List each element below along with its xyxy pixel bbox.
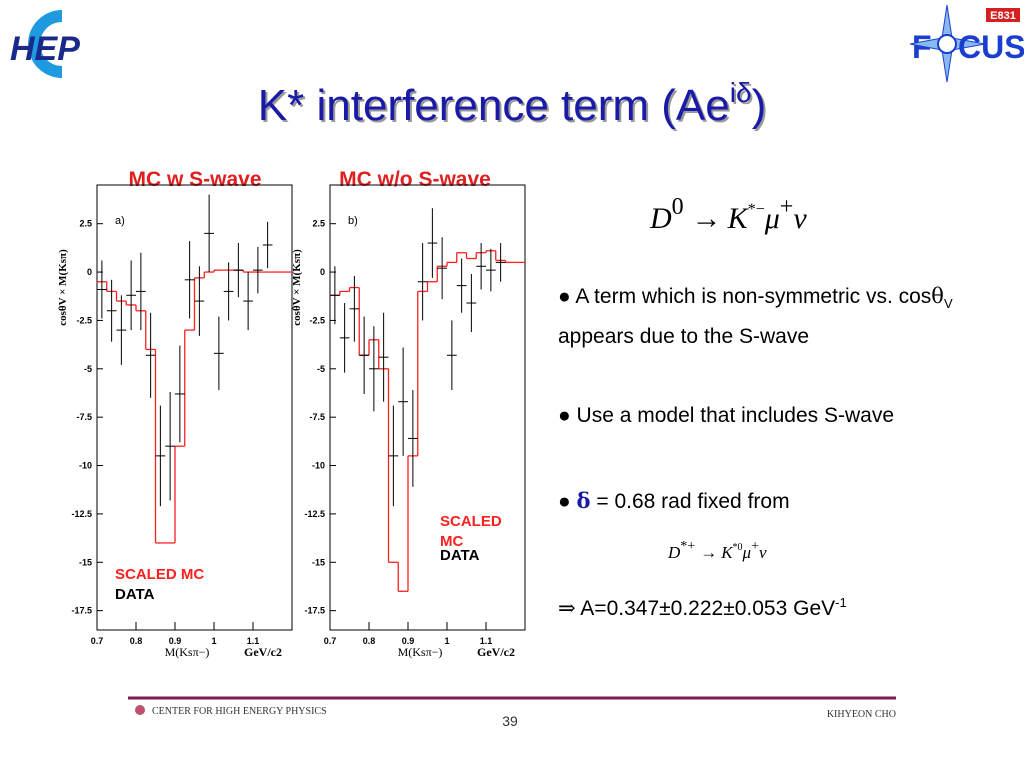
- bullet-text: appears due to the S-wave: [558, 325, 809, 349]
- x-tick-label: 0.8: [363, 636, 376, 646]
- y-tick-label: 0: [320, 267, 325, 277]
- title-group: K* interference term (Aeiδ): [258, 77, 766, 130]
- eq-arrow: →: [692, 202, 722, 235]
- title: K* interference term (Aeiδ): [258, 77, 766, 130]
- chart-title: MC w S-wave: [128, 168, 261, 191]
- y-tick-label: 2.5: [79, 219, 92, 229]
- eq2-mu: μ: [742, 543, 752, 562]
- y-tick-label: -5: [84, 364, 92, 374]
- legend-entry: SCALED MC: [115, 566, 205, 583]
- y-tick-label: -17.5: [304, 606, 325, 616]
- x-tick-label: 1: [444, 636, 449, 646]
- result-text: A=0.347±0.222±0.053 GeV: [580, 597, 836, 620]
- panel-label: a): [115, 215, 125, 227]
- y-tick-label: -2.5: [309, 315, 325, 325]
- page-number: 39: [502, 713, 518, 729]
- eq2-d: D: [667, 543, 681, 562]
- logo-text: HEP: [10, 30, 80, 68]
- y-axis-label: cosθV × M(Ksπ): [57, 249, 69, 326]
- x-tick-label: 0.9: [402, 636, 415, 646]
- bullet-symbol: θ: [931, 284, 944, 308]
- y-tick-label: -5: [317, 364, 325, 374]
- y-tick-label: -15: [79, 557, 92, 567]
- y-tick-label: -7.5: [76, 412, 92, 422]
- bullet-symbol: δ: [576, 488, 591, 513]
- x-axis-unit: GeV/c2: [244, 645, 282, 659]
- x-axis-label: M(Ksπ−): [398, 645, 443, 659]
- x-axis-label: M(Ksπ−): [165, 645, 210, 659]
- result: ⇒ A=0.347±0.222±0.053 GeV-1: [558, 586, 958, 625]
- legend-entry: DATA: [440, 547, 480, 564]
- chart-title: MC w/o S-wave: [339, 168, 491, 191]
- bullet-text: A term which is non-symmetric vs. cos: [575, 285, 932, 308]
- result-arrow: ⇒: [558, 596, 576, 620]
- x-tick-label: 1.1: [247, 636, 260, 646]
- plot-frame: [96, 184, 293, 631]
- bullet-sub: V: [943, 296, 953, 312]
- eq2-mu-sup: +: [751, 539, 759, 554]
- x-tick-label: 0.7: [324, 636, 337, 646]
- logo-arc: [28, 10, 62, 78]
- legend-entry: DATA: [115, 586, 155, 603]
- x-tick-label: 1.1: [480, 636, 493, 646]
- eq2-d-sup: *+: [680, 539, 695, 554]
- footer-author: KIHYEON CHO: [827, 709, 896, 720]
- eq-nu: ν: [793, 202, 807, 235]
- equation-2: D*+ → K*0μ+ν: [667, 539, 767, 562]
- footer-icon: [135, 705, 145, 715]
- eq2-arrow: →: [700, 543, 717, 562]
- title-end: ): [752, 81, 767, 130]
- y-tick-label: -12.5: [304, 509, 325, 519]
- panel-label: b): [348, 215, 358, 227]
- y-tick-label: -17.5: [71, 606, 92, 616]
- x-tick-label: 0.8: [130, 636, 143, 646]
- logo-tag: E831: [990, 10, 1016, 22]
- eq-d-sup: 0: [672, 194, 684, 220]
- footer-org: CENTER FOR HIGH ENERGY PHYSICS: [152, 706, 327, 717]
- logo-tag-bg: [986, 8, 1020, 22]
- eq-mu-sup: +: [780, 194, 794, 220]
- x-tick-label: 1: [211, 636, 216, 646]
- eq2-k: K: [720, 543, 734, 562]
- title-sup: iδ: [730, 77, 752, 108]
- eq-mu: μ: [764, 202, 780, 235]
- logo-name-start: F: [912, 29, 932, 65]
- y-tick-label: 0: [87, 267, 92, 277]
- y-tick-label: -15: [312, 557, 325, 567]
- eq2-nu: ν: [759, 543, 767, 562]
- bullet-text: Use a model that includes S-wave: [576, 404, 895, 427]
- plot-frame: [329, 184, 526, 631]
- logo-name-end: CUS: [958, 29, 1024, 65]
- x-tick-label: 0.9: [169, 636, 182, 646]
- y-axis-label: cosθV × M(Ksπ): [291, 249, 303, 326]
- equation: D0 → K*−μ+ν: [649, 194, 807, 235]
- bullet: ● A term which is non-symmetric vs. cosθ…: [558, 284, 953, 349]
- eq-d: D: [649, 202, 672, 235]
- y-tick-label: -7.5: [309, 412, 325, 422]
- y-tick-label: -10: [312, 461, 325, 471]
- bullet: ● δ = 0.68 rad fixed from: [558, 488, 790, 513]
- x-axis-unit: GeV/c2: [477, 645, 515, 659]
- logo-star-core: [937, 34, 957, 54]
- y-tick-label: -12.5: [71, 509, 92, 519]
- legend-entry: SCALED MC: [440, 513, 502, 550]
- eq2-k-sup: *0: [733, 542, 743, 553]
- y-tick-label: -2.5: [76, 315, 92, 325]
- y-tick-label: -10: [79, 461, 92, 471]
- title-main: K* interference term (Ae: [258, 81, 730, 130]
- y-tick-label: 2.5: [312, 219, 325, 229]
- eq-k-sup: *−: [748, 201, 765, 218]
- eq-k: K: [727, 202, 750, 235]
- bullet-text: = 0.68 rad fixed from: [590, 490, 790, 513]
- result-sup: -1: [835, 595, 847, 610]
- x-tick-label: 0.7: [91, 636, 104, 646]
- bullet: ● Use a model that includes S-wave: [558, 404, 895, 427]
